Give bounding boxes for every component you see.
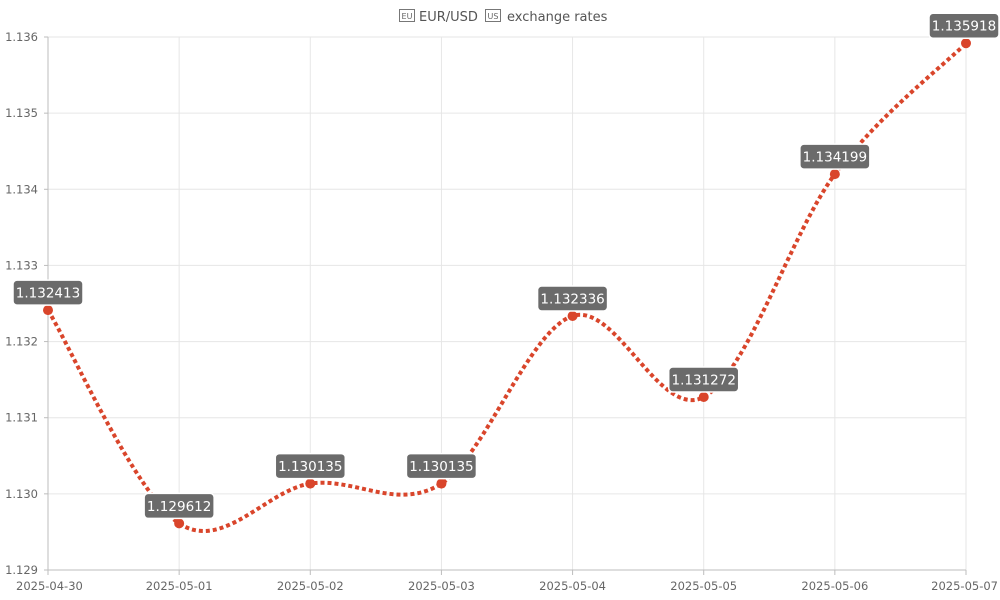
us-flag-letters: US <box>488 12 499 21</box>
data-point <box>567 310 578 321</box>
data-point <box>305 478 316 489</box>
data-label: 1.134199 <box>799 143 871 170</box>
x-tick-label: 2025-05-02 <box>277 579 344 593</box>
data-point <box>174 518 185 529</box>
x-tick-label: 2025-05-01 <box>146 579 213 593</box>
y-tick-label: 1.136 <box>5 30 38 44</box>
eu-flag-letters: EU <box>402 12 413 21</box>
x-tick-label: 2025-05-05 <box>670 579 737 593</box>
data-label-box <box>799 143 871 170</box>
data-label-box <box>274 452 347 480</box>
x-tick-label: 2025-05-03 <box>408 579 475 593</box>
data-point <box>961 38 971 49</box>
series-line <box>46 41 968 533</box>
data-label: 1.135918 <box>928 12 1000 39</box>
y-tick-label: 1.133 <box>5 258 38 272</box>
data-label-text: 1.132336 <box>540 291 604 307</box>
data-label-text: 1.135918 <box>932 19 996 35</box>
data-label-box <box>928 12 1000 39</box>
data-label-box <box>12 279 84 306</box>
data-label-text: 1.132413 <box>16 286 80 302</box>
x-tick-label: 2025-05-06 <box>801 579 868 593</box>
eu-flag-icon: EU <box>399 9 415 22</box>
title-currency-pair: EUR/USD <box>419 10 478 25</box>
data-point <box>698 392 709 403</box>
data-label: 1.131272 <box>667 366 740 393</box>
data-label: 1.130135 <box>405 452 478 480</box>
data-label: 1.130135 <box>274 452 347 480</box>
grid <box>47 36 967 571</box>
y-tick-label: 1.129 <box>5 563 38 577</box>
chart-title: EU EUR/USD US exchange rates <box>399 9 608 25</box>
axes <box>47 37 966 571</box>
data-label-text: 1.134199 <box>803 150 867 166</box>
us-flag-icon: US <box>485 9 501 22</box>
series-eur-usd <box>46 41 968 533</box>
title-suffix: exchange rates <box>507 10 608 25</box>
data-label-box <box>143 492 215 520</box>
x-axis-ticks: 2025-04-30 2025-05-01 2025-05-02 2025-05-03… <box>16 570 998 593</box>
x-tick-label: 2025-04-30 <box>16 579 83 593</box>
data-label-text: 1.129612 <box>147 499 211 515</box>
data-label-text: 1.131272 <box>672 373 736 389</box>
data-label-box <box>536 285 609 312</box>
data-label-box <box>667 366 740 393</box>
y-tick-label: 1.130 <box>5 487 38 501</box>
data-label: 1.132336 <box>536 285 609 312</box>
y-tick-label: 1.131 <box>5 411 38 425</box>
data-point <box>43 305 53 316</box>
y-tick-label: 1.135 <box>5 106 38 120</box>
y-tick-label: 1.132 <box>5 335 38 349</box>
data-label-text: 1.130135 <box>278 459 342 475</box>
data-points <box>43 38 971 529</box>
data-label: 1.129612 <box>143 492 215 520</box>
x-tick-label: 2025-05-07 <box>931 579 998 593</box>
x-tick-label: 2025-05-04 <box>539 579 606 593</box>
data-point <box>829 169 840 180</box>
y-tick-label: 1.134 <box>5 182 38 196</box>
data-point <box>436 478 447 489</box>
y-axis-ticks: 1.129 1.130 1.131 1.132 1.133 1.134 1.135 1.136 <box>5 30 48 577</box>
data-label: 1.132413 <box>12 279 84 306</box>
data-label-text: 1.130135 <box>409 459 473 475</box>
data-label-box <box>405 452 478 480</box>
data-labels: 1.132413 1.129612 1.130135 1.130135 1.132336… <box>12 12 1000 520</box>
